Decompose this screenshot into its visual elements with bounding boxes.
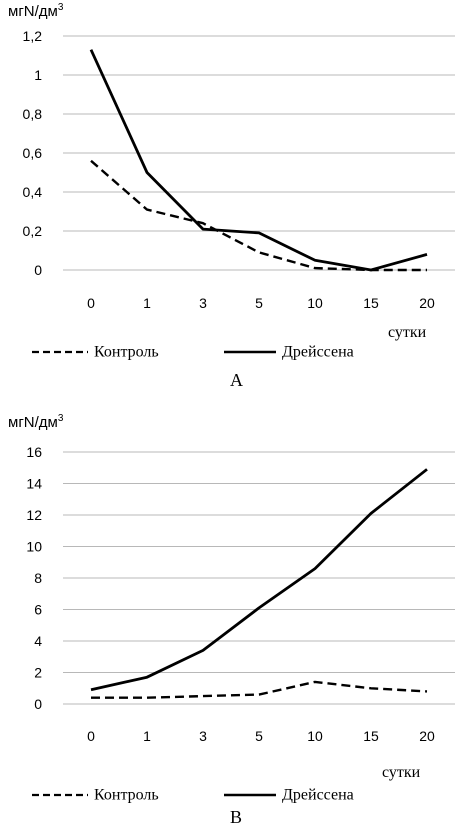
y-tick-label: 14 [26, 476, 42, 492]
chart-a: мгN/дм3 0 0,2 0,4 0,6 0,8 1 1,2 0 1 3 5 10 15 20 сутк… [0, 0, 471, 400]
x-tick-label: 0 [87, 728, 95, 744]
chart-b: мгN/дм3 0 2 4 6 8 10 12 14 16 0 1 3 5 10 15 20 сутки Ко… [0, 400, 471, 829]
x-tick-label: 5 [255, 295, 263, 311]
y-axis-label: мгN/дм3 [8, 2, 63, 20]
y-tick-label: 16 [26, 444, 42, 460]
y-tick-label: 0 [34, 262, 42, 278]
x-tick-label: 1 [143, 295, 151, 311]
plot-area: 0 0,2 0,4 0,6 0,8 1 1,2 0 1 3 5 10 15 20 [23, 28, 455, 311]
x-tick-label: 15 [363, 295, 379, 311]
y-tick-label: 0,6 [23, 145, 43, 161]
x-tick-label: 10 [307, 728, 323, 744]
legend-label-dreissena: Дрейссена [282, 786, 354, 804]
y-axis-label-text: мгN/дм [8, 3, 58, 20]
y-axis-label-sup: 3 [57, 2, 64, 13]
y-tick-label: 6 [34, 602, 42, 618]
y-tick-label: 0,4 [23, 184, 43, 200]
series-line-control [91, 680, 428, 699]
legend-dashed-swatch [32, 351, 88, 354]
x-tick-label: 20 [419, 728, 435, 744]
legend-solid-swatch [224, 351, 276, 354]
x-tick-label: 1 [143, 728, 151, 744]
legend-label-dreissena: Дрейссена [282, 343, 354, 361]
y-tick-label: 0,2 [23, 223, 43, 239]
x-tick-label: 20 [419, 295, 435, 311]
panel-label: А [230, 370, 243, 390]
legend-item-dreissena: Дрейссена [222, 786, 354, 804]
plot-area: 0 2 4 6 8 10 12 14 16 0 1 3 5 10 15 20 [26, 444, 455, 744]
y-tick-label: 8 [34, 570, 42, 586]
series-line-control [90, 159, 427, 272]
series-line-dreissena [89, 49, 428, 272]
y-tick-label: 12 [26, 507, 42, 523]
y-tick-label: 1,2 [23, 28, 43, 44]
legend-label-control: Контроль [94, 786, 159, 804]
y-axis-label-sup: 3 [57, 413, 64, 424]
x-tick-label: 0 [87, 295, 95, 311]
y-tick-label: 4 [34, 633, 42, 649]
y-tick-label: 10 [26, 539, 42, 555]
legend-item-dreissena: Дрейссена [222, 343, 354, 361]
series-line-dreissena [90, 468, 428, 692]
x-tick-label: 3 [199, 728, 207, 744]
y-axis-label-text: мгN/дм [8, 414, 58, 431]
x-axis-unit-label: сутки [388, 324, 427, 341]
legend-solid-swatch [224, 794, 276, 797]
y-tick-label: 2 [34, 665, 42, 681]
legend-item-control: Контроль [30, 343, 159, 361]
x-axis-unit-label: сутки [382, 764, 421, 781]
legend-label-control: Контроль [94, 343, 159, 361]
x-tick-label: 3 [199, 295, 207, 311]
panel-label: В [230, 807, 243, 827]
y-axis-label: мгN/дм3 [8, 413, 63, 431]
legend-item-control: Контроль [30, 786, 159, 804]
x-tick-label: 10 [307, 295, 323, 311]
y-tick-label: 0,8 [23, 106, 43, 122]
x-tick-label: 15 [363, 728, 379, 744]
y-tick-label: 1 [34, 67, 42, 83]
x-tick-label: 5 [255, 728, 263, 744]
legend-dashed-swatch [32, 794, 88, 797]
y-tick-label: 0 [34, 696, 42, 712]
